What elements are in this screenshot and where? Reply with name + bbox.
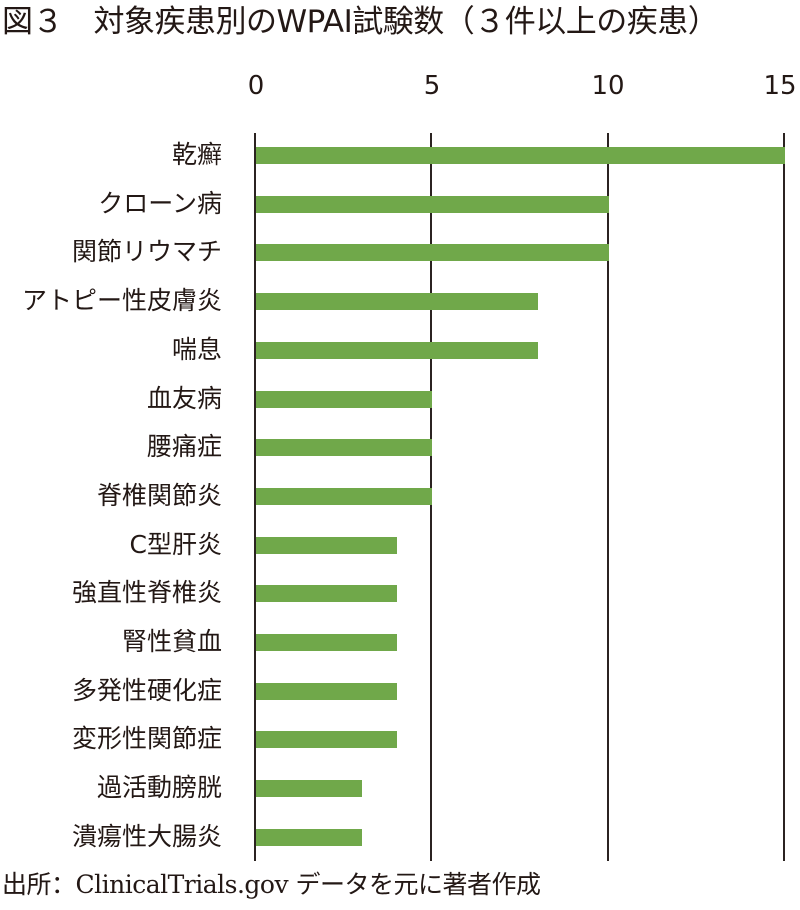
bar	[256, 341, 539, 359]
bar	[256, 828, 362, 846]
category-label: 喘息	[171, 334, 222, 364]
chart-title: 図３ 対象疾患別のWPAI試験数（３件以上の疾患）	[2, 4, 719, 40]
category-label: 多発性硬化症	[71, 675, 222, 705]
category-label: アトピー性皮膚炎	[21, 286, 222, 316]
gridline-15	[783, 133, 785, 861]
bar	[256, 195, 609, 213]
x-tick-label: 10	[591, 71, 625, 101]
gridline-0	[254, 133, 256, 861]
category-label: 関節リウマチ	[71, 237, 222, 267]
x-tick-label: 15	[763, 71, 797, 101]
category-label: 腎性貧血	[121, 627, 222, 656]
bar	[256, 439, 433, 457]
bar	[256, 585, 398, 603]
bar	[256, 536, 398, 554]
source-note: 出所：ClinicalTrials.gov データを元に著者作成	[2, 870, 541, 899]
x-tick-label: 5	[423, 71, 441, 101]
category-label: 乾癬	[171, 140, 222, 169]
bar	[256, 780, 362, 798]
bar	[256, 487, 433, 505]
gridline-10	[607, 133, 609, 861]
bar	[256, 634, 398, 651]
category-label: クローン病	[98, 188, 222, 218]
category-label: 変形性関節症	[71, 724, 222, 754]
category-label: 強直性脊椎炎	[71, 578, 222, 608]
category-label: 腰痛症	[146, 432, 222, 462]
bar	[256, 293, 539, 311]
x-tick-label: 0	[247, 71, 265, 101]
category-label: 過活動膀胱	[96, 773, 222, 803]
bar	[256, 731, 398, 749]
bar	[256, 244, 609, 262]
category-label: C型肝炎	[129, 529, 222, 559]
category-label: 血友病	[146, 383, 222, 413]
bar	[256, 682, 398, 700]
category-label: 潰瘍性大腸炎	[71, 821, 222, 851]
bar	[256, 390, 433, 408]
category-label: 脊椎関節炎	[96, 480, 222, 510]
bar	[256, 147, 785, 164]
